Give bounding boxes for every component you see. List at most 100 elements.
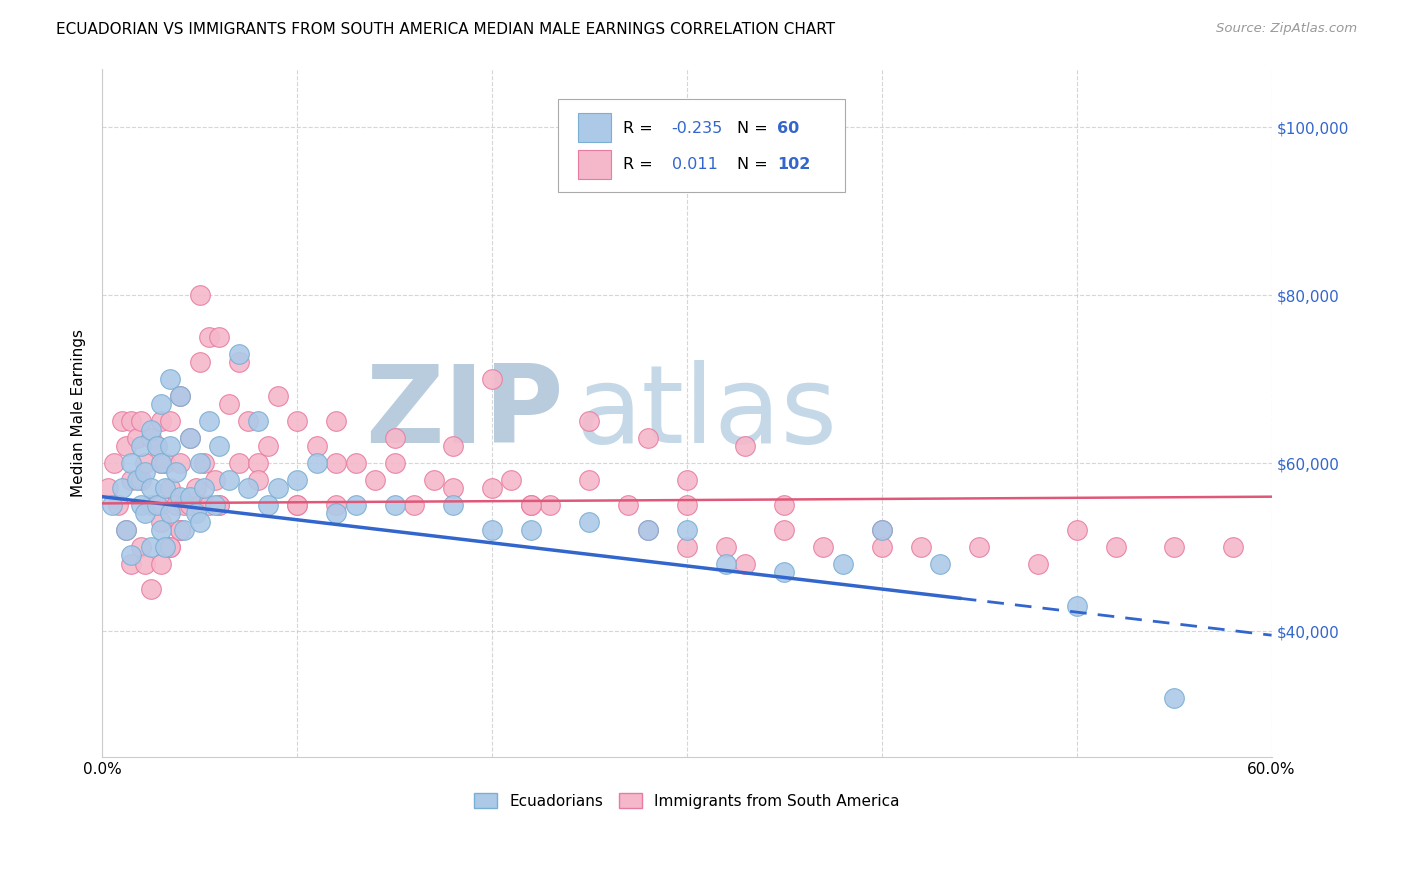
Text: 0.011: 0.011 xyxy=(672,157,717,172)
Point xyxy=(101,498,124,512)
Point xyxy=(228,456,250,470)
Point xyxy=(364,473,387,487)
FancyBboxPatch shape xyxy=(558,100,845,193)
Point xyxy=(285,498,308,512)
Point xyxy=(813,540,835,554)
Point xyxy=(773,498,796,512)
Point xyxy=(441,498,464,512)
Point xyxy=(831,557,853,571)
Point xyxy=(134,557,156,571)
Point xyxy=(107,498,129,512)
Point xyxy=(870,540,893,554)
Point xyxy=(159,507,181,521)
Point xyxy=(967,540,990,554)
Point xyxy=(257,498,280,512)
Point xyxy=(153,481,176,495)
Point xyxy=(1222,540,1244,554)
Point xyxy=(384,498,406,512)
Point xyxy=(153,456,176,470)
Point xyxy=(188,288,211,302)
Point xyxy=(134,507,156,521)
Point xyxy=(149,456,172,470)
Point xyxy=(637,523,659,537)
Point xyxy=(188,355,211,369)
Point xyxy=(149,515,172,529)
Point xyxy=(520,523,543,537)
Point xyxy=(208,439,231,453)
Point xyxy=(114,523,136,537)
Point xyxy=(676,498,699,512)
Point xyxy=(169,389,191,403)
Point xyxy=(344,456,367,470)
Point xyxy=(184,507,207,521)
Point xyxy=(257,439,280,453)
Point xyxy=(266,481,288,495)
Point xyxy=(139,431,162,445)
Text: ECUADORIAN VS IMMIGRANTS FROM SOUTH AMERICA MEDIAN MALE EARNINGS CORRELATION CHA: ECUADORIAN VS IMMIGRANTS FROM SOUTH AMER… xyxy=(56,22,835,37)
Text: ZIP: ZIP xyxy=(366,359,564,466)
Point xyxy=(127,473,149,487)
Point xyxy=(129,414,152,428)
Text: N =: N = xyxy=(737,121,768,136)
Point xyxy=(173,498,195,512)
Point xyxy=(188,456,211,470)
Point xyxy=(1066,599,1088,613)
Point xyxy=(481,481,503,495)
Point xyxy=(149,397,172,411)
Point xyxy=(127,431,149,445)
Text: R =: R = xyxy=(623,121,652,136)
Point xyxy=(402,498,425,512)
Point xyxy=(149,557,172,571)
Point xyxy=(169,523,191,537)
Point xyxy=(422,473,444,487)
Point xyxy=(120,557,142,571)
Point xyxy=(159,372,181,386)
Point xyxy=(179,490,201,504)
Point xyxy=(1105,540,1128,554)
Point xyxy=(238,414,260,428)
Point xyxy=(929,557,952,571)
Point xyxy=(129,498,152,512)
Point xyxy=(325,414,347,428)
Text: atlas: atlas xyxy=(576,359,838,466)
Point xyxy=(198,414,221,428)
Point xyxy=(173,523,195,537)
Point xyxy=(198,498,221,512)
Point xyxy=(120,456,142,470)
Point xyxy=(139,481,162,495)
Text: Source: ZipAtlas.com: Source: ZipAtlas.com xyxy=(1216,22,1357,36)
Point xyxy=(149,414,172,428)
Point xyxy=(578,414,600,428)
Point xyxy=(676,540,699,554)
Point xyxy=(193,481,215,495)
Point xyxy=(169,490,191,504)
Point xyxy=(578,515,600,529)
Point xyxy=(208,498,231,512)
Point xyxy=(247,456,270,470)
Point xyxy=(159,540,181,554)
Point xyxy=(501,473,523,487)
Text: -0.235: -0.235 xyxy=(672,121,723,136)
Point xyxy=(208,330,231,344)
Point xyxy=(146,498,169,512)
Point xyxy=(97,481,120,495)
Point xyxy=(204,473,226,487)
Point xyxy=(198,330,221,344)
Point xyxy=(773,523,796,537)
Point xyxy=(305,439,328,453)
Point xyxy=(637,523,659,537)
Point xyxy=(103,456,125,470)
Point xyxy=(139,582,162,596)
Point xyxy=(285,473,308,487)
Point xyxy=(134,456,156,470)
Point xyxy=(637,431,659,445)
Point xyxy=(384,456,406,470)
Point xyxy=(146,439,169,453)
Point xyxy=(481,372,503,386)
Point xyxy=(146,498,169,512)
Point xyxy=(734,557,756,571)
Point xyxy=(159,439,181,453)
Point xyxy=(139,498,162,512)
Point xyxy=(228,355,250,369)
Point xyxy=(165,498,187,512)
